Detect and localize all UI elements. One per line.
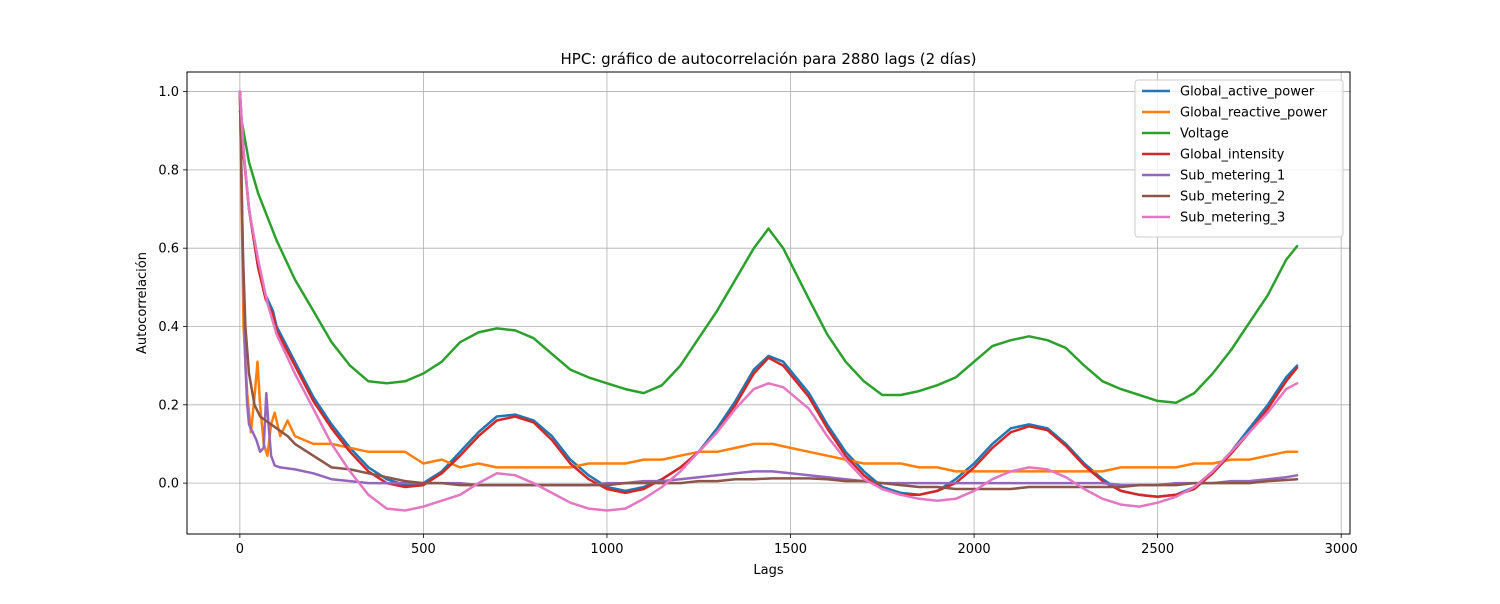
legend-entry-label: Global_reactive_power: [1180, 106, 1328, 121]
x-tick-label: 2000: [958, 542, 991, 557]
y-tick-label: 0.2: [158, 398, 179, 413]
y-tick-label: 0.8: [158, 163, 179, 178]
legend-box: [1134, 79, 1344, 238]
legend-entry-label: Global_active_power: [1180, 85, 1315, 100]
x-tick-label: 3000: [1325, 542, 1358, 557]
series-line-sub-metering-3: [238, 90, 1299, 512]
x-axis-label: Lags: [753, 563, 783, 578]
y-tick-label: 0.6: [158, 242, 179, 257]
y-tick-label: 0.0: [158, 477, 179, 492]
x-tick-label: 2500: [1141, 542, 1174, 557]
y-axis-label: Autocorrelación: [135, 252, 150, 354]
legend-entry-label: Voltage: [1180, 127, 1229, 142]
plot-frame: [186, 71, 1351, 535]
y-tick-label: 1.0: [158, 85, 179, 100]
legend: Global_active_power Global_reactive_power…: [1134, 79, 1344, 238]
x-tick-label: 500: [411, 542, 436, 557]
chart-title: HPC: gráfico de autocorrelación para 288…: [561, 50, 977, 68]
legend-entry-label: Global_intensity: [1180, 148, 1285, 163]
x-tick-label: 1500: [774, 542, 807, 557]
legend-entry-label: Sub_metering_2: [1180, 190, 1285, 205]
series-line-sub-metering-2: [238, 90, 1299, 491]
y-axis-ticks: 0.0 0.2 0.4 0.6 0.8 1.0: [158, 85, 187, 492]
x-tick-label: 0: [236, 542, 244, 557]
series-line-voltage: [238, 109, 1299, 405]
legend-entry-label: Sub_metering_1: [1180, 169, 1285, 184]
legend-entry-label: Sub_metering_3: [1180, 211, 1285, 226]
y-tick-label: 0.4: [158, 320, 179, 335]
x-tick-label: 1000: [590, 542, 623, 557]
series-lines: [238, 90, 1299, 512]
series-line-global-reactive-power: [238, 90, 1299, 473]
x-axis-ticks: 0 500 1000 1500 2000 2500 3000: [236, 534, 1358, 557]
